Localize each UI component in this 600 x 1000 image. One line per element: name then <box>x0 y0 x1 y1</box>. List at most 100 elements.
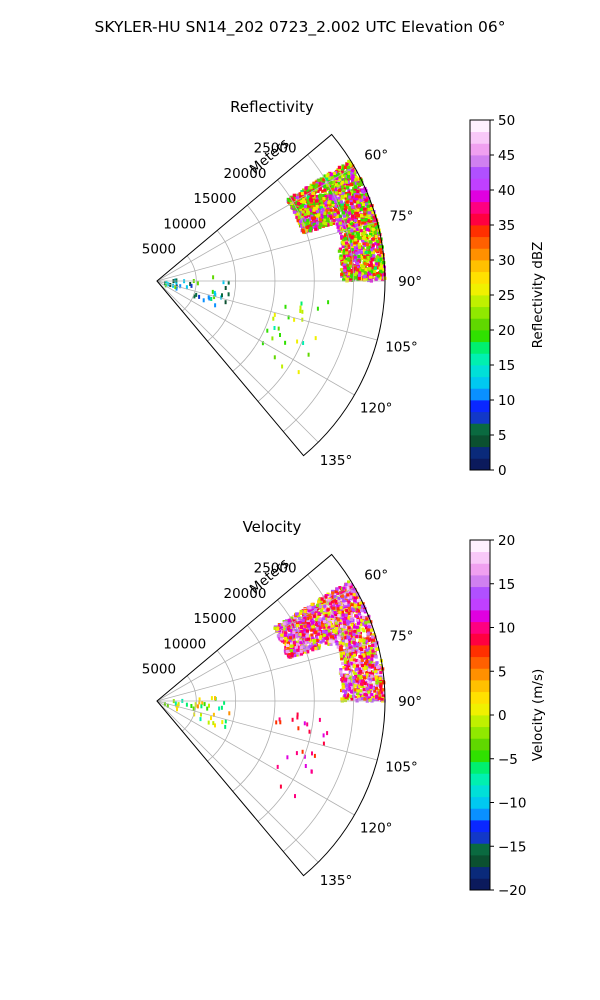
echo-cell <box>175 278 178 283</box>
echo-cell <box>375 681 379 685</box>
echo-cell <box>349 161 353 165</box>
echo-cell <box>336 607 340 611</box>
echo-cell <box>355 197 359 201</box>
echo-region-near-clutter <box>163 696 231 729</box>
echo-cell <box>373 682 377 686</box>
echo-cell <box>357 250 361 254</box>
echo-cell <box>359 208 363 212</box>
echo-cell <box>342 254 347 258</box>
echo-cell <box>361 627 365 631</box>
echo-cell <box>365 673 369 677</box>
echo-cell <box>292 619 296 623</box>
echo-cell <box>203 702 206 707</box>
echo-cell <box>367 225 371 229</box>
echo-cell <box>369 665 373 669</box>
echo-cell <box>299 610 303 614</box>
echo-cell <box>345 162 349 166</box>
echo-cell <box>175 286 178 291</box>
radial-tick-label: 10000 <box>163 636 206 652</box>
echo-cell <box>290 652 294 656</box>
echo-cell <box>306 198 310 202</box>
echo-cell <box>353 625 357 629</box>
echo-cell <box>342 620 346 624</box>
echo-cell <box>319 222 323 226</box>
echo-cell <box>311 751 313 756</box>
echo-cell <box>363 272 368 276</box>
echo-cell <box>322 617 326 621</box>
echo-cell <box>348 642 352 646</box>
echo-cell <box>366 219 370 223</box>
echo-cell <box>374 677 378 681</box>
echo-cell <box>350 246 354 250</box>
echo-cell <box>293 195 297 199</box>
echo-cell <box>296 212 300 216</box>
echo-cell <box>185 702 188 707</box>
echo-cell <box>358 644 362 648</box>
radial-tick-label: 25000 <box>254 561 297 577</box>
echo-cell <box>346 272 351 276</box>
colorbar-swatch <box>470 330 490 343</box>
echo-cell <box>346 219 350 223</box>
echo-cell <box>276 634 280 638</box>
echo-cell <box>325 174 329 178</box>
echo-cell <box>361 202 365 206</box>
echo-cell <box>273 355 276 360</box>
echo-cell <box>342 666 346 670</box>
echo-cell <box>312 218 316 222</box>
azimuth-tick-label: 120° <box>360 821 393 837</box>
colorbar-swatch <box>470 633 490 646</box>
echo-cell <box>294 646 298 650</box>
echo-cell <box>224 300 227 305</box>
echo-cell <box>348 211 352 215</box>
echo-cell <box>366 246 370 250</box>
echo-cell <box>329 216 334 220</box>
echo-cell <box>213 290 216 295</box>
echo-cell <box>341 628 345 632</box>
reflectivity-panel: Reflectivity500010000150002000025000Mete… <box>142 98 546 479</box>
echo-cell <box>345 674 349 678</box>
colorbar-swatch <box>470 750 490 763</box>
echo-cell <box>372 677 376 681</box>
echo-cell <box>300 224 304 228</box>
echo-cell <box>357 635 361 639</box>
echo-cell <box>337 182 341 186</box>
echo-cell <box>361 239 365 243</box>
echo-cell <box>300 204 304 208</box>
echo-cell <box>195 292 198 297</box>
echo-cell <box>361 232 366 236</box>
echo-cell <box>367 197 371 201</box>
echo-cell <box>310 214 314 218</box>
echo-cell <box>322 625 326 629</box>
echo-cell <box>351 231 355 236</box>
echo-cell <box>369 219 373 223</box>
echo-cell <box>302 188 306 192</box>
echo-cell <box>343 660 348 664</box>
echo-cell <box>321 189 325 193</box>
echo-cell <box>329 208 333 212</box>
echo-cell <box>328 196 332 201</box>
colorbar-swatch <box>470 190 490 203</box>
echo-cell <box>357 628 361 632</box>
echo-cell <box>301 619 305 623</box>
echo-cell <box>355 248 359 252</box>
echo-cell <box>363 226 367 230</box>
echo-cell <box>314 217 318 221</box>
echo-cell <box>347 694 351 698</box>
echo-cell <box>377 237 382 241</box>
echo-cell <box>363 656 367 660</box>
echo-cell <box>323 207 327 211</box>
echo-cell <box>368 235 372 239</box>
echo-cell <box>355 194 359 198</box>
echo-cell <box>286 641 290 645</box>
echo-cell <box>311 184 315 188</box>
echo-cell <box>367 250 372 254</box>
echo-cell <box>294 648 298 652</box>
echo-cell <box>359 676 363 680</box>
echo-cell <box>331 616 335 620</box>
azimuth-spoke <box>156 586 355 702</box>
echo-cell <box>314 643 318 647</box>
colorbar-swatch <box>470 621 490 634</box>
echo-cell <box>346 257 351 261</box>
echo-cell <box>318 225 322 229</box>
echo-cell <box>280 628 284 632</box>
